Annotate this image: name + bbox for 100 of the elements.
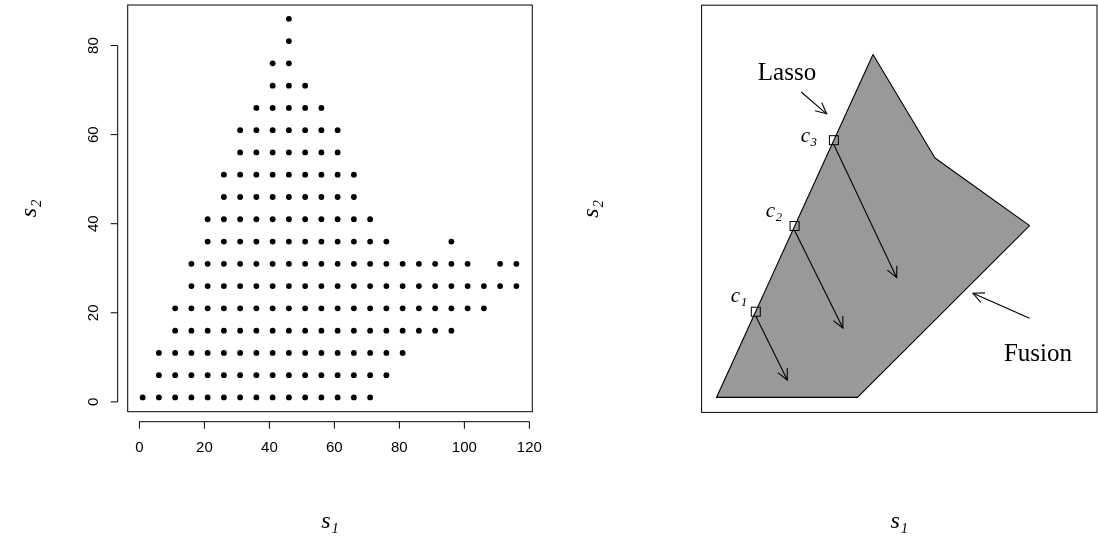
point [188, 260, 195, 267]
point [350, 238, 357, 245]
point [383, 260, 390, 267]
text: c₂ [765, 198, 783, 222]
point [237, 350, 244, 356]
point [448, 260, 455, 267]
point [513, 283, 520, 289]
point [269, 60, 276, 67]
point [302, 260, 309, 267]
point [269, 372, 276, 379]
point [415, 305, 422, 312]
point [399, 305, 406, 312]
point [269, 327, 276, 334]
point [350, 394, 357, 401]
point [204, 327, 211, 334]
y-tick-label: 40 [83, 215, 101, 233]
point [383, 283, 390, 289]
point [415, 283, 422, 289]
point [350, 327, 357, 334]
point [334, 283, 341, 289]
point [318, 372, 325, 379]
point [383, 350, 390, 356]
point [350, 350, 357, 356]
point [204, 216, 211, 223]
x-tick-label: 60 [326, 437, 343, 455]
text: Lasso [757, 58, 817, 85]
point [367, 372, 374, 379]
point [172, 305, 179, 312]
point [302, 127, 309, 134]
point [399, 350, 406, 356]
point [334, 350, 341, 356]
point [350, 283, 357, 289]
point [383, 327, 390, 334]
point [399, 283, 406, 289]
point [448, 283, 455, 289]
point [318, 305, 325, 312]
point [415, 260, 422, 267]
y-tick-label: 80 [83, 37, 101, 54]
point [302, 350, 309, 356]
text: c₃ [800, 123, 818, 147]
point [383, 305, 390, 312]
x-tick-label: 100 [451, 437, 477, 455]
point [350, 194, 357, 200]
point [253, 305, 260, 312]
point [269, 149, 276, 156]
point [220, 194, 227, 200]
point [302, 82, 309, 89]
point [220, 283, 227, 289]
point [204, 350, 211, 356]
point [188, 394, 195, 401]
point [156, 394, 162, 401]
point [302, 394, 309, 401]
point [285, 283, 292, 289]
point [237, 372, 244, 379]
point [220, 350, 227, 356]
point [253, 127, 260, 134]
point [464, 283, 471, 289]
point [253, 105, 260, 111]
point [220, 238, 227, 245]
point [318, 238, 325, 245]
point [237, 394, 244, 401]
point [204, 283, 211, 289]
point [334, 171, 341, 178]
point [269, 260, 276, 267]
point [383, 238, 390, 245]
x-tick-label: 0 [135, 437, 144, 455]
x-tick-label: 20 [196, 437, 213, 455]
point [285, 149, 292, 156]
point [448, 305, 455, 312]
point [253, 238, 260, 245]
point [285, 350, 292, 356]
point [285, 171, 292, 178]
point [302, 372, 309, 379]
point [285, 82, 292, 89]
point [285, 15, 292, 22]
point [367, 394, 374, 401]
x-tick-label: 120 [516, 437, 542, 455]
point [383, 372, 390, 379]
point [253, 327, 260, 334]
point [253, 283, 260, 289]
y-tick-label: 20 [83, 304, 101, 322]
point [318, 283, 325, 289]
point [269, 82, 276, 89]
point [318, 105, 325, 111]
point [172, 372, 179, 379]
point [285, 127, 292, 134]
point [220, 171, 227, 178]
point [302, 216, 309, 223]
point [350, 305, 357, 312]
point [513, 260, 520, 267]
point [350, 216, 357, 223]
point [334, 238, 341, 245]
point [318, 394, 325, 401]
point [269, 350, 276, 356]
point [432, 327, 439, 334]
point [269, 238, 276, 245]
y-tick-label: 0 [83, 397, 101, 407]
point [188, 305, 195, 312]
point [237, 149, 244, 156]
point [253, 372, 260, 379]
